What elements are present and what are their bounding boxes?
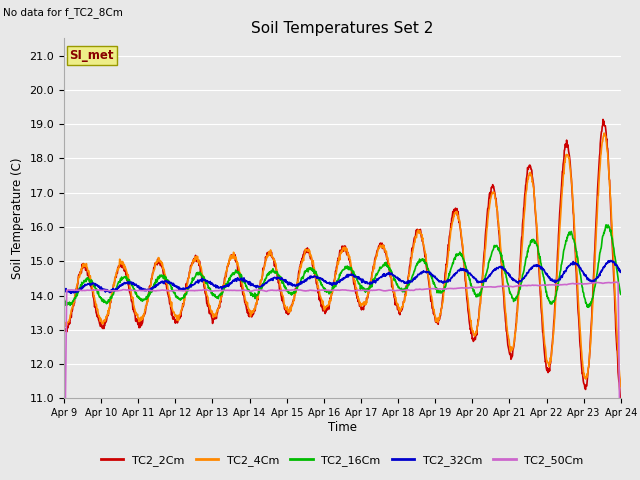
- Line: TC2_50Cm: TC2_50Cm: [64, 282, 621, 480]
- TC2_4Cm: [551, 314, 559, 320]
- TC2_4Cm: [184, 277, 191, 283]
- TC2_50Cm: [551, 282, 559, 288]
- TC2_2Cm: [184, 276, 191, 282]
- TC2_32Cm: [607, 258, 614, 264]
- Y-axis label: Soil Temperature (C): Soil Temperature (C): [11, 157, 24, 279]
- TC2_32Cm: [617, 269, 625, 275]
- Title: Soil Temperatures Set 2: Soil Temperatures Set 2: [252, 21, 433, 36]
- TC2_50Cm: [612, 279, 620, 285]
- TC2_2Cm: [246, 312, 254, 317]
- TC2_4Cm: [617, 384, 625, 389]
- TC2_32Cm: [184, 285, 192, 291]
- TC2_2Cm: [551, 308, 559, 313]
- TC2_4Cm: [60, 324, 68, 330]
- TC2_2Cm: [599, 117, 607, 122]
- TC2_16Cm: [170, 290, 178, 296]
- TC2_2Cm: [502, 318, 509, 324]
- TC2_32Cm: [429, 273, 437, 278]
- TC2_32Cm: [60, 287, 68, 292]
- Legend: TC2_2Cm, TC2_4Cm, TC2_16Cm, TC2_32Cm, TC2_50Cm: TC2_2Cm, TC2_4Cm, TC2_16Cm, TC2_32Cm, TC…: [97, 451, 588, 470]
- TC2_4Cm: [170, 311, 178, 316]
- Line: TC2_16Cm: TC2_16Cm: [64, 225, 621, 307]
- TC2_4Cm: [502, 310, 509, 315]
- TC2_16Cm: [585, 304, 593, 310]
- Text: SI_met: SI_met: [70, 49, 114, 62]
- Line: TC2_32Cm: TC2_32Cm: [64, 261, 621, 293]
- TC2_16Cm: [60, 295, 68, 301]
- TC2_32Cm: [171, 283, 179, 289]
- TC2_4Cm: [246, 308, 254, 313]
- TC2_32Cm: [246, 283, 254, 288]
- TC2_4Cm: [429, 303, 436, 309]
- Text: No data for f_TC2_8Cm: No data for f_TC2_8Cm: [3, 7, 123, 18]
- TC2_2Cm: [617, 398, 625, 404]
- TC2_16Cm: [246, 290, 254, 296]
- TC2_50Cm: [429, 286, 436, 291]
- TC2_2Cm: [170, 316, 178, 322]
- TC2_16Cm: [551, 298, 559, 303]
- TC2_50Cm: [184, 288, 191, 293]
- TC2_16Cm: [502, 271, 509, 276]
- TC2_50Cm: [502, 283, 509, 289]
- X-axis label: Time: Time: [328, 421, 357, 434]
- TC2_16Cm: [602, 222, 610, 228]
- TC2_4Cm: [600, 130, 608, 136]
- TC2_32Cm: [502, 268, 509, 274]
- Line: TC2_4Cm: TC2_4Cm: [64, 133, 621, 386]
- TC2_16Cm: [617, 291, 625, 297]
- TC2_50Cm: [246, 288, 254, 294]
- TC2_32Cm: [551, 277, 559, 283]
- TC2_16Cm: [184, 288, 191, 294]
- TC2_16Cm: [429, 278, 436, 284]
- TC2_50Cm: [170, 288, 178, 293]
- TC2_2Cm: [429, 305, 436, 311]
- TC2_2Cm: [60, 323, 68, 329]
- TC2_32Cm: [67, 290, 74, 296]
- Line: TC2_2Cm: TC2_2Cm: [64, 120, 621, 401]
